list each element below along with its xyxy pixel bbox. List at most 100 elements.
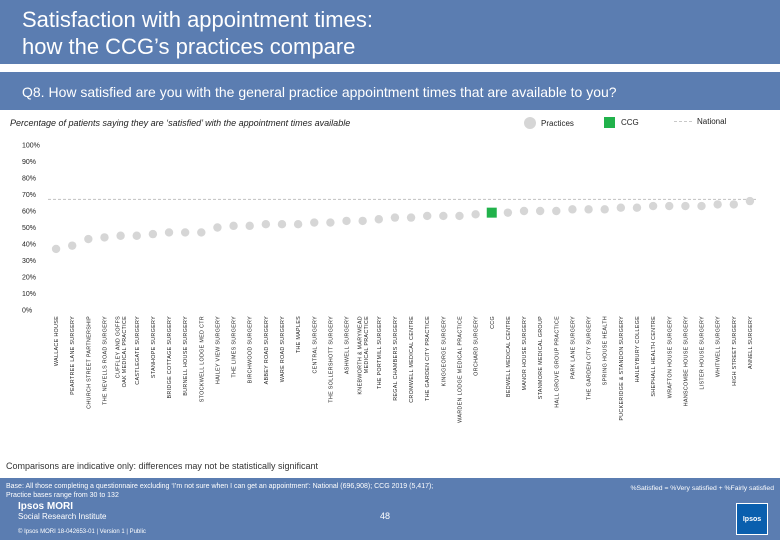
x-tick-label: CROMWELL MEDICAL CENTRE — [409, 316, 415, 403]
x-tick-label: BIRCHWOOD SURGERY — [248, 316, 254, 383]
practice-marker — [116, 231, 125, 240]
practice-marker — [439, 211, 448, 221]
practice-marker — [423, 211, 432, 221]
x-tick-label: WARDEN LODGE MEDICAL PRACTICE — [457, 316, 463, 423]
base-text: Base: All those completing a questionnai… — [6, 482, 526, 500]
practice-marker — [148, 229, 158, 239]
x-tick-label: MEDICAL PRACTICE — [364, 316, 370, 373]
x-tick-label: KNEBWORTH & MARYMEAD — [357, 316, 363, 395]
base-line-1: Base: All those completing a questionnai… — [6, 483, 434, 490]
practice-marker — [535, 206, 545, 216]
practice-marker — [164, 228, 174, 237]
national-line-icon — [674, 121, 692, 122]
practice-marker — [261, 220, 271, 229]
practice-marker — [245, 221, 254, 231]
x-tick-label: STOCKWELL LODGE MED CTR — [199, 316, 205, 402]
legend-national: National — [674, 117, 726, 126]
x-tick-label: HANSCOMBE HOUSE SURGERY — [683, 316, 689, 406]
practice-marker — [632, 203, 642, 212]
x-tick-label: ASHWELL SURGERY — [345, 316, 351, 374]
y-tick-label: 10% — [22, 291, 36, 298]
x-tick-label: PEARTREE LANE SURGERY — [70, 316, 76, 395]
brand-logo-icon: Ipsos — [736, 503, 768, 535]
practice-marker — [390, 213, 400, 222]
legend-practices-label: Practices — [541, 118, 574, 128]
page-title: Satisfaction with appointment times: how… — [22, 6, 722, 60]
x-tick-label: BRIDGE COTTAGE SURGERY — [167, 316, 173, 399]
practice-marker — [729, 200, 738, 209]
title-line-1: Satisfaction with appointment times: — [22, 7, 373, 32]
x-tick-label: OAK MEDICAL PRACTICE — [122, 316, 128, 388]
x-tick-label: SHEPHALL HEALTH CENTRE — [651, 316, 657, 397]
practice-marker — [665, 201, 674, 211]
x-tick-label: SPRING HOUSE HEALTH — [603, 316, 609, 385]
y-tick-label: 0% — [22, 308, 32, 315]
x-tick-label: ANNELL SURGERY — [748, 316, 754, 369]
x-tick-label: LISTER HOUSE SURGERY — [700, 316, 706, 390]
practice-marker — [471, 210, 480, 219]
practice-marker — [745, 196, 755, 206]
practice-dot-icon — [524, 117, 536, 129]
practice-marker — [84, 234, 93, 244]
chart-subtitle: Percentage of patients saying they are ‘… — [10, 118, 351, 128]
y-tick-label: 90% — [22, 159, 36, 166]
practice-marker — [616, 203, 626, 212]
title-line-2: how the CCG’s practices compare — [22, 34, 356, 59]
legend-ccg: CCG — [604, 117, 639, 128]
page-number: 48 — [380, 511, 391, 521]
x-tick-label: HAILEYBURY COLLEGE — [635, 316, 641, 382]
practice-marker — [326, 218, 335, 227]
x-tick-label: HAILEY VIEW SURGERY — [215, 316, 221, 384]
practice-marker — [697, 201, 706, 211]
org-logo-text: Ipsos MORI — [18, 501, 74, 512]
x-tick-label: THE SOLLERSHOTT SURGERY — [328, 316, 334, 403]
x-tick-label: BEDWELL MEDICAL CENTRE — [506, 316, 512, 397]
practice-marker — [197, 228, 206, 237]
footer-band: Base: All those completing a questionnai… — [0, 478, 780, 540]
copyright-text: © Ipsos MORI 18-042653-01 | Version 1 | … — [18, 529, 146, 535]
x-tick-label: STANMORE MEDICAL GROUP — [538, 316, 544, 399]
x-tick-label: PUCKERIDGE & STANDON SURGERY — [619, 316, 625, 421]
x-tick-label: THE LIMES SURGERY — [232, 316, 238, 378]
x-tick-label: WALLACE HOUSE — [54, 316, 60, 366]
x-tick-label: BURNELL HOUSE SURGERY — [183, 316, 189, 396]
x-tick-label: CENTRAL SURGERY — [312, 316, 318, 374]
x-tick-label: KINGGEORGE SURGERY — [441, 316, 447, 386]
y-tick-label: 70% — [22, 192, 36, 199]
practice-marker — [180, 228, 190, 237]
practice-marker — [229, 221, 238, 231]
practice-marker — [713, 200, 722, 209]
practice-marker — [342, 216, 351, 226]
practice-marker — [552, 206, 561, 216]
y-tick-label: 30% — [22, 258, 36, 265]
practice-marker — [132, 231, 141, 240]
ccg-marker — [486, 207, 497, 218]
practice-marker — [277, 220, 287, 229]
x-tick-label: THE PORTMILL SURGERY — [377, 316, 383, 389]
x-tick-label: HALL GROVE GROUP PRACTICE — [554, 316, 560, 408]
x-tick-label: THE MAPLES — [296, 316, 302, 353]
x-tick-label: CCG — [490, 316, 496, 329]
comparison-note: Comparisons are indicative only: differe… — [6, 461, 318, 471]
x-tick-label: WRAFTON HOUSE SURGERY — [667, 316, 673, 398]
legend-practices: Practices — [524, 117, 574, 129]
x-tick-label: CASTLEGATE SURGERY — [135, 316, 141, 385]
x-tick-label: PARK LANE SURGERY — [570, 316, 576, 379]
practice-marker — [455, 211, 464, 221]
practice-marker — [68, 241, 77, 250]
practice-marker — [648, 201, 658, 211]
x-tick-label: REGAL CHAMBERS SURGERY — [393, 316, 399, 401]
practice-marker — [681, 201, 690, 211]
practice-marker — [213, 223, 222, 232]
practice-marker — [584, 205, 593, 214]
y-tick-label: 50% — [22, 225, 36, 232]
y-tick-label: 80% — [22, 176, 36, 183]
x-tick-label: STANHOPE SURGERY — [151, 316, 157, 378]
practice-marker — [406, 213, 416, 222]
ccg-square-icon — [604, 117, 615, 128]
y-tick-label: 20% — [22, 275, 36, 282]
practice-marker — [358, 216, 367, 226]
x-tick-label: THE GARDEN CITY PRACTICE — [425, 316, 431, 401]
x-tick-label: MANOR HOUSE SURGERY — [522, 316, 528, 391]
practice-marker — [310, 218, 319, 227]
